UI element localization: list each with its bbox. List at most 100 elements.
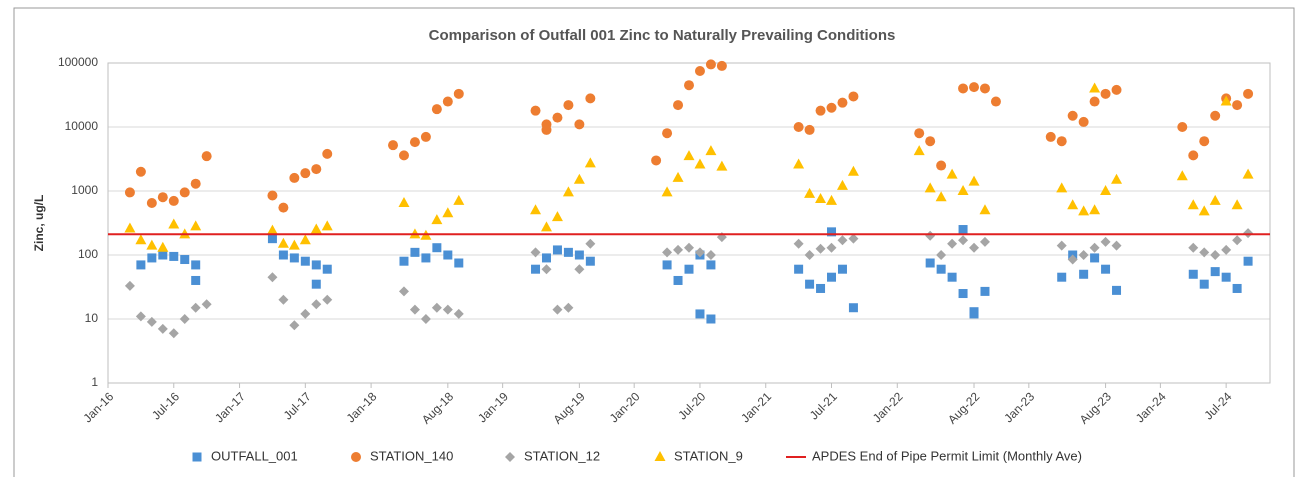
marker-circle — [914, 128, 925, 139]
marker-triangle — [310, 223, 322, 234]
marker-circle — [574, 119, 585, 130]
marker-circle — [168, 195, 179, 206]
marker-square — [1090, 253, 1100, 263]
marker-triangle — [804, 187, 816, 198]
y-tick-label: 10000 — [65, 119, 99, 133]
marker-circle — [651, 155, 662, 166]
marker-square — [541, 253, 551, 263]
marker-triangle — [935, 191, 947, 202]
y-tick-label: 100000 — [58, 55, 98, 69]
marker-diamond — [673, 244, 684, 255]
marker-circle — [1067, 110, 1078, 121]
marker-triangle — [672, 171, 684, 182]
marker-triangle — [135, 234, 147, 245]
marker-diamond — [705, 250, 716, 260]
marker-diamond — [1067, 254, 1078, 265]
marker-diamond — [585, 238, 596, 249]
marker-diamond — [826, 242, 837, 253]
marker-square — [322, 264, 332, 274]
marker-square — [1210, 267, 1220, 277]
marker-triangle — [1056, 182, 1068, 193]
marker-circle — [453, 88, 464, 99]
marker-diamond — [453, 308, 464, 319]
marker-square — [980, 286, 990, 296]
marker-diamond — [1111, 240, 1122, 251]
marker-circle — [1188, 150, 1199, 161]
marker-diamond — [157, 323, 168, 334]
marker-diamond — [969, 242, 980, 253]
marker-diamond — [505, 452, 515, 462]
marker-diamond — [289, 320, 300, 331]
marker-square — [585, 256, 595, 266]
marker-circle — [563, 100, 574, 111]
marker-circle — [201, 151, 212, 162]
marker-square — [684, 264, 694, 274]
marker-triangle — [694, 158, 706, 169]
marker-triangle — [793, 158, 805, 169]
marker-circle — [662, 128, 673, 139]
marker-triangle — [453, 194, 465, 205]
marker-triangle — [1078, 205, 1090, 216]
marker-circle — [1078, 116, 1089, 127]
legend-label: STATION_140 — [370, 448, 453, 463]
marker-triangle — [1111, 173, 1123, 184]
marker-circle — [431, 104, 442, 115]
marker-diamond — [201, 299, 212, 310]
marker-diamond — [1232, 235, 1243, 246]
marker-circle — [146, 197, 157, 208]
marker-diamond — [684, 242, 694, 253]
marker-diamond — [958, 235, 969, 246]
marker-square — [1243, 256, 1253, 266]
marker-triangle — [1231, 199, 1243, 210]
marker-triangle — [815, 192, 827, 203]
marker-square — [805, 279, 815, 289]
marker-circle — [969, 82, 980, 93]
marker-square — [192, 452, 202, 462]
marker-diamond — [1210, 250, 1221, 260]
marker-diamond — [552, 304, 563, 315]
marker-circle — [267, 190, 278, 201]
marker-triangle — [683, 150, 695, 161]
marker-triangle — [836, 179, 848, 190]
marker-square — [454, 258, 464, 268]
marker-diamond — [398, 286, 409, 297]
marker-triangle — [573, 173, 585, 184]
marker-circle — [826, 102, 837, 113]
marker-diamond — [563, 302, 574, 313]
legend-label: STATION_9 — [674, 448, 743, 463]
marker-diamond — [1089, 242, 1100, 253]
marker-square — [443, 250, 453, 260]
marker-triangle — [654, 451, 666, 461]
marker-diamond — [168, 328, 179, 339]
marker-diamond — [311, 299, 322, 310]
marker-triangle — [584, 157, 596, 168]
marker-square — [1079, 269, 1089, 279]
marker-square — [1221, 272, 1231, 282]
marker-diamond — [267, 272, 278, 283]
marker-circle — [585, 93, 596, 104]
marker-triangle — [190, 220, 202, 231]
marker-triangle — [957, 185, 969, 195]
marker-diamond — [530, 247, 541, 258]
marker-square — [267, 234, 277, 244]
marker-circle — [1210, 110, 1221, 121]
marker-circle — [1111, 84, 1122, 95]
marker-square — [794, 264, 804, 274]
marker-diamond — [278, 294, 289, 305]
marker-circle — [135, 166, 146, 177]
marker-diamond — [541, 264, 552, 275]
marker-circle — [278, 202, 289, 213]
marker-square — [410, 247, 420, 257]
marker-diamond — [793, 238, 804, 249]
marker-triangle — [277, 237, 289, 248]
marker-square — [563, 247, 573, 257]
marker-triangle — [562, 186, 574, 197]
marker-circle — [541, 124, 552, 135]
marker-square — [158, 250, 168, 260]
marker-circle — [958, 83, 969, 94]
marker-square — [827, 272, 837, 282]
marker-circle — [815, 105, 826, 116]
marker-square — [300, 256, 310, 266]
marker-square — [169, 251, 179, 261]
marker-diamond — [1199, 247, 1210, 258]
